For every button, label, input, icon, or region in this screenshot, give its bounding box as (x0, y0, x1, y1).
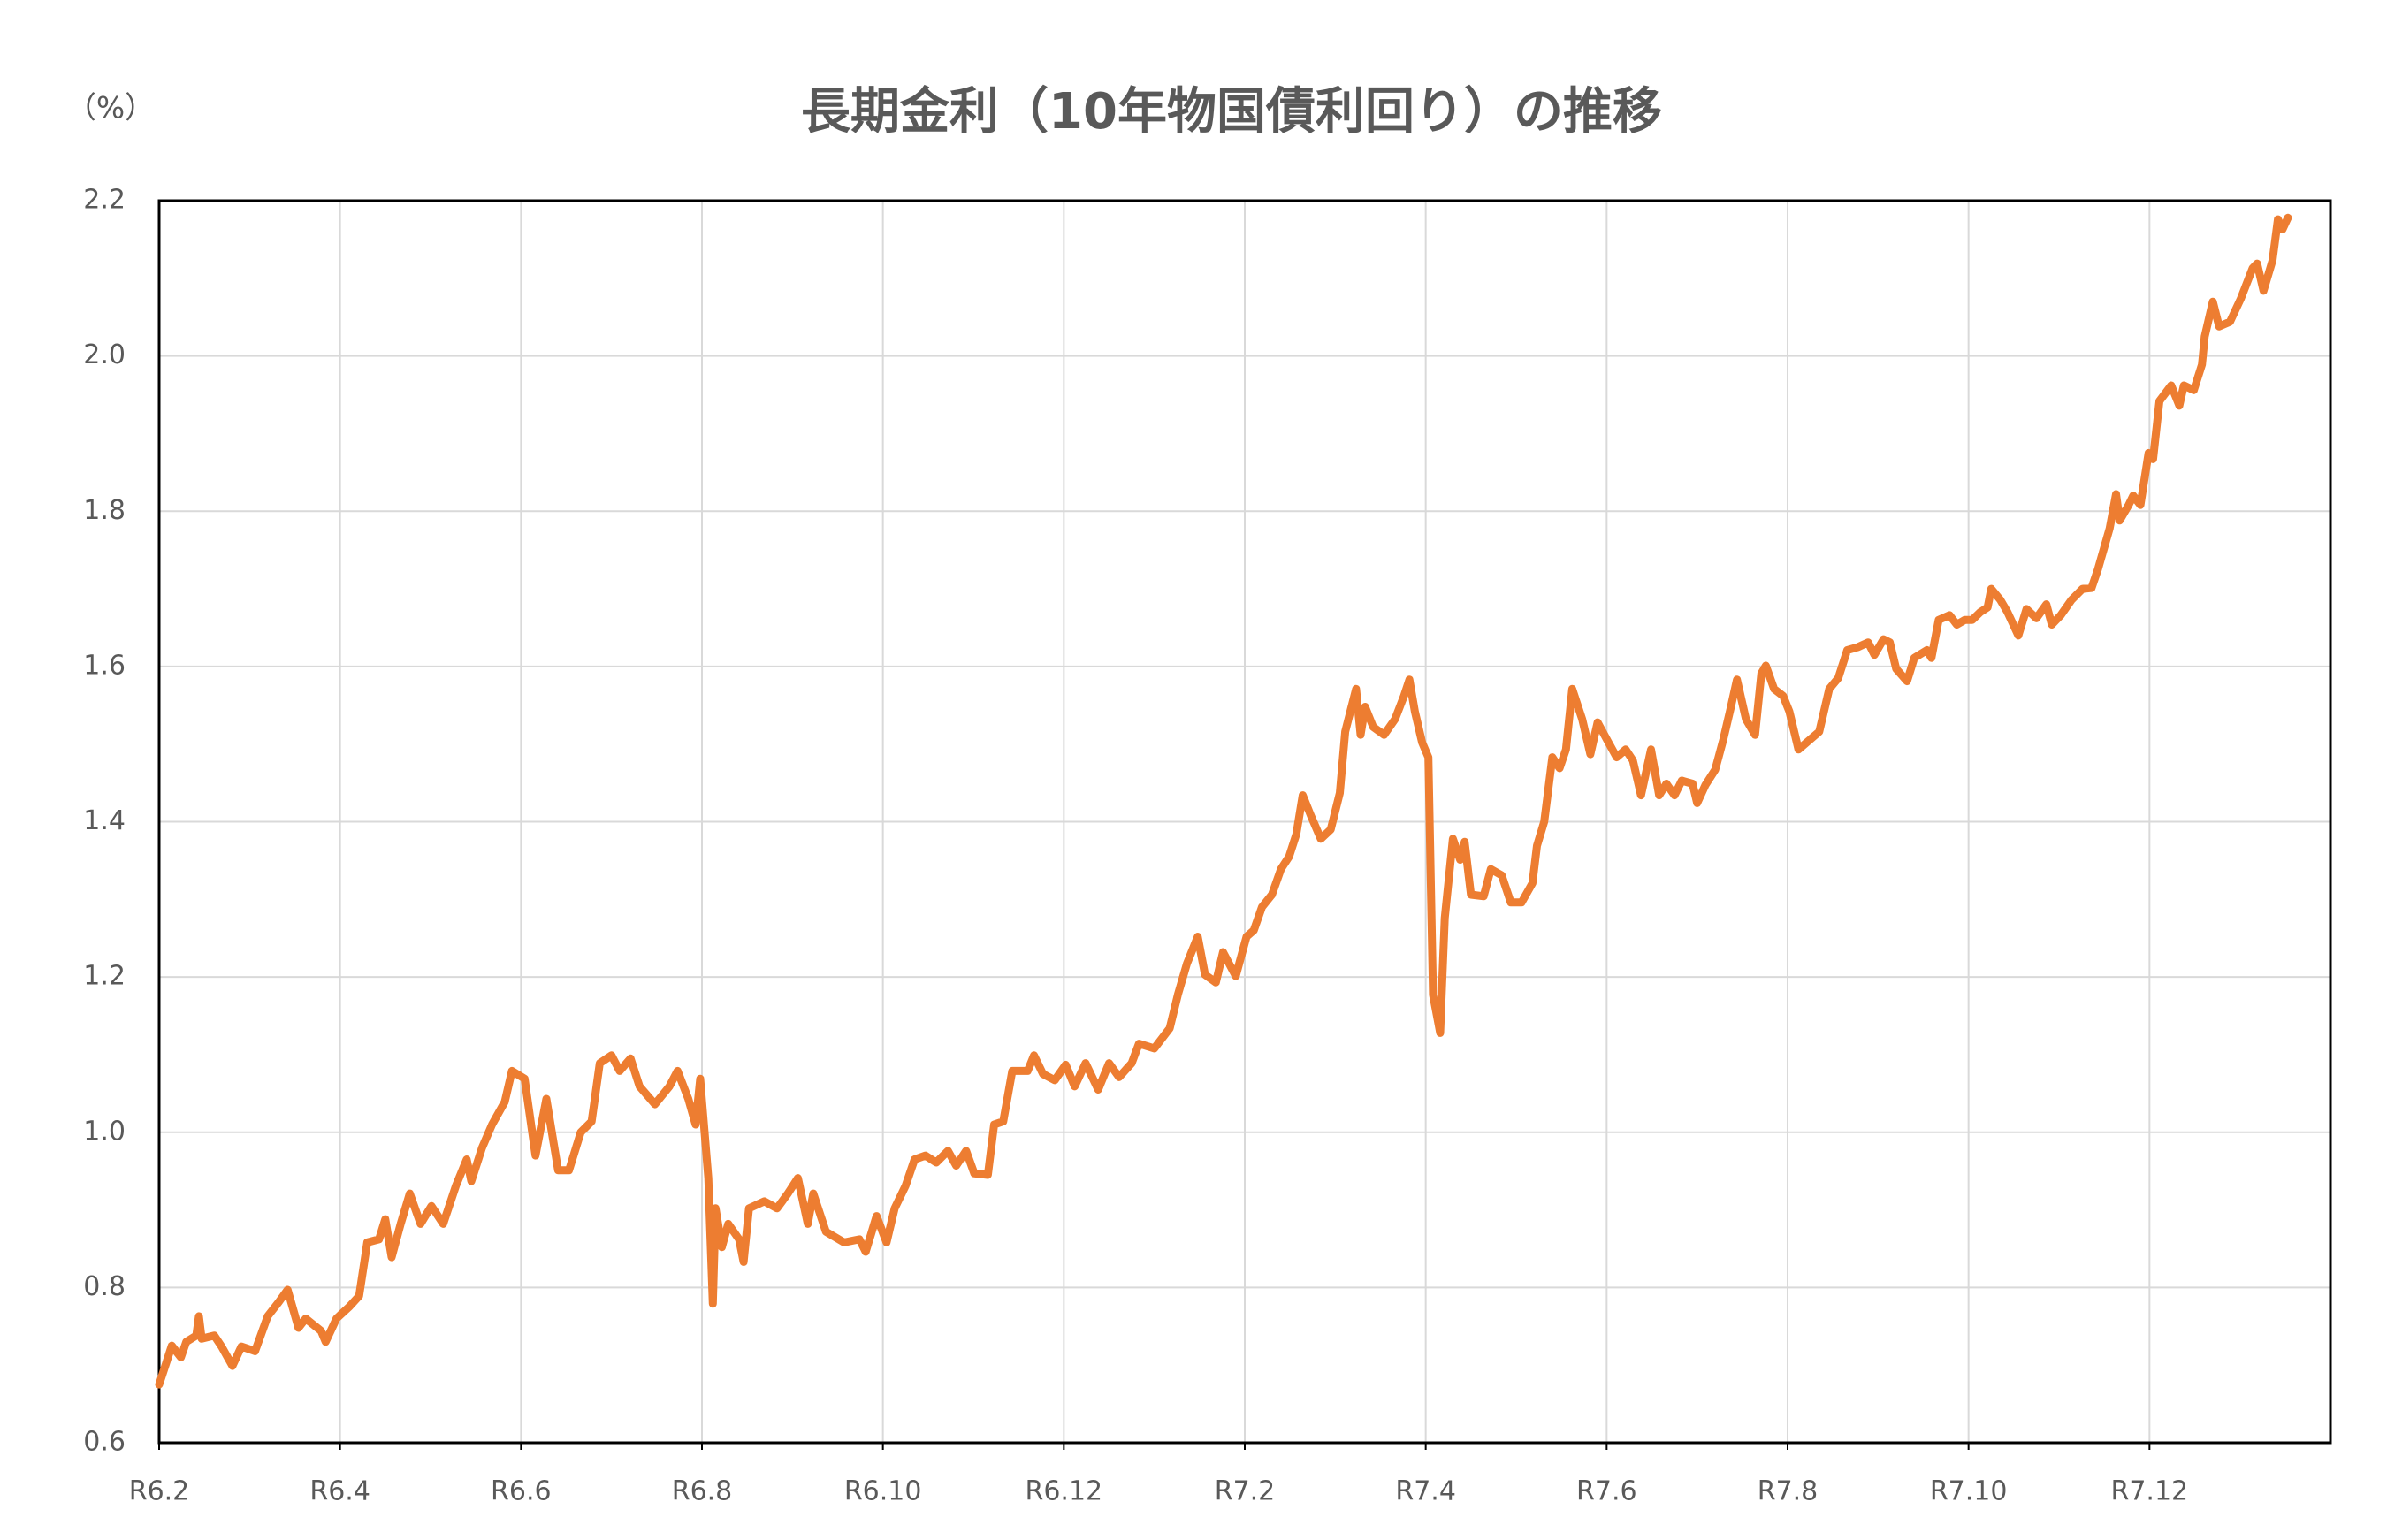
x-tick-label: R6.6 (491, 1476, 552, 1507)
y-tick-label: 1.0 (83, 1116, 126, 1147)
x-tick-label: R6.10 (844, 1476, 922, 1507)
yield-line (155, 213, 2292, 1389)
y-tick-label: 0.6 (83, 1427, 126, 1458)
x-tick-label: R7.12 (2111, 1476, 2189, 1507)
x-tick-label: R6.12 (1026, 1476, 1103, 1507)
x-tick-label: R7.6 (1576, 1476, 1637, 1507)
y-tick-label: 2.0 (83, 339, 126, 370)
y-tick-label: 1.4 (83, 805, 126, 836)
y-tick-label: 1.6 (83, 650, 126, 681)
y-tick-label: 1.8 (83, 495, 126, 526)
x-tick-label: R6.4 (309, 1476, 370, 1507)
x-tick-label: R7.2 (1215, 1476, 1276, 1507)
x-tick-label: R7.8 (1758, 1476, 1819, 1507)
x-tick-label: R6.8 (672, 1476, 733, 1507)
y-tick-label: 2.2 (83, 185, 126, 216)
y-unit-label: （%） (66, 91, 155, 126)
x-tick-label: R6.2 (129, 1476, 190, 1507)
chart-title: 長期金利（10年物国債利回り）の推移 (801, 83, 1662, 141)
x-tick-label: R7.4 (1395, 1476, 1456, 1507)
y-tick-label: 0.8 (83, 1271, 126, 1302)
x-tick-label: R7.10 (1930, 1476, 2008, 1507)
y-tick-label: 1.2 (83, 961, 126, 992)
plot-frame (157, 199, 2332, 1445)
